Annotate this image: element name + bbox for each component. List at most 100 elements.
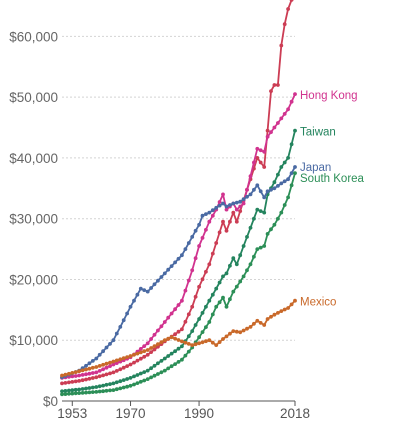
data-point xyxy=(135,351,140,356)
data-point xyxy=(272,125,277,130)
data-point xyxy=(111,359,116,364)
data-point xyxy=(204,227,208,232)
data-point xyxy=(282,179,287,184)
data-point xyxy=(176,303,181,307)
data-point xyxy=(156,328,160,333)
data-point xyxy=(238,204,243,209)
data-point xyxy=(169,311,174,316)
data-point xyxy=(204,339,208,344)
data-point xyxy=(241,201,246,206)
data-point xyxy=(87,386,92,390)
data-point xyxy=(269,187,273,192)
data-point xyxy=(166,315,171,320)
data-point xyxy=(238,279,243,284)
data-point xyxy=(210,312,215,317)
data-point xyxy=(90,385,95,390)
data-point xyxy=(193,228,198,233)
data-point xyxy=(224,304,229,309)
data-point xyxy=(200,311,205,315)
series-taiwan xyxy=(60,128,297,394)
data-point xyxy=(293,92,297,96)
data-point xyxy=(111,381,116,386)
data-point xyxy=(156,344,160,349)
data-point xyxy=(70,371,75,375)
data-point xyxy=(190,329,195,333)
data-point xyxy=(152,332,157,337)
data-point xyxy=(135,292,140,297)
data-point xyxy=(73,387,78,392)
data-point xyxy=(190,235,195,239)
data-point xyxy=(224,207,229,212)
data-point xyxy=(114,331,119,336)
data-point xyxy=(145,377,150,381)
data-point xyxy=(248,225,253,230)
series-label: Taiwan xyxy=(300,127,336,139)
data-point xyxy=(67,371,71,376)
data-point xyxy=(90,359,95,363)
data-point xyxy=(286,7,290,11)
data-point xyxy=(231,210,236,215)
data-point xyxy=(159,359,164,363)
data-point xyxy=(166,354,171,358)
data-point xyxy=(70,391,75,396)
data-point xyxy=(101,349,105,354)
data-point xyxy=(84,377,88,382)
data-point xyxy=(145,348,150,352)
data-point xyxy=(142,349,147,354)
data-point xyxy=(94,375,99,380)
data-point xyxy=(114,387,119,392)
data-point xyxy=(221,274,225,279)
data-point xyxy=(286,306,290,310)
data-point xyxy=(224,334,229,339)
data-point xyxy=(159,275,164,279)
data-point xyxy=(214,241,219,245)
data-point xyxy=(159,324,164,329)
data-point xyxy=(193,342,198,347)
data-point xyxy=(87,361,92,366)
data-point xyxy=(125,311,129,316)
data-point xyxy=(90,365,95,370)
data-point xyxy=(128,362,133,367)
data-point xyxy=(80,373,85,377)
data-point xyxy=(193,323,198,327)
data-point xyxy=(276,311,280,315)
data-point xyxy=(97,364,102,368)
data-point xyxy=(258,160,263,165)
data-point xyxy=(234,219,239,224)
data-point xyxy=(121,356,126,361)
data-point xyxy=(200,213,205,218)
data-point xyxy=(169,264,174,268)
data-point xyxy=(73,391,78,396)
data-point xyxy=(279,210,284,215)
data-point xyxy=(258,209,263,214)
data-point xyxy=(204,212,208,217)
data-point xyxy=(114,361,119,365)
data-point xyxy=(248,192,253,197)
data-point xyxy=(221,219,225,224)
data-point xyxy=(241,244,246,248)
data-point xyxy=(138,356,143,361)
data-point xyxy=(142,344,147,348)
data-point xyxy=(118,325,123,329)
data-point xyxy=(125,384,129,389)
data-point xyxy=(169,364,174,369)
data-point xyxy=(180,357,184,362)
data-point xyxy=(272,312,277,317)
data-point xyxy=(289,171,294,176)
data-point xyxy=(286,156,290,160)
data-point xyxy=(101,389,105,394)
data-point xyxy=(125,364,129,368)
data-point xyxy=(186,334,191,339)
series-south-korea xyxy=(60,171,297,397)
y-tick-label: $30,000 xyxy=(9,212,58,227)
data-point xyxy=(94,370,99,375)
data-point xyxy=(101,367,105,372)
data-point xyxy=(169,335,174,340)
data-point xyxy=(132,360,136,365)
data-point xyxy=(255,247,260,252)
data-point xyxy=(293,298,297,303)
data-point xyxy=(197,244,202,248)
data-point xyxy=(258,321,263,325)
data-point xyxy=(180,253,184,258)
data-point xyxy=(77,391,81,395)
